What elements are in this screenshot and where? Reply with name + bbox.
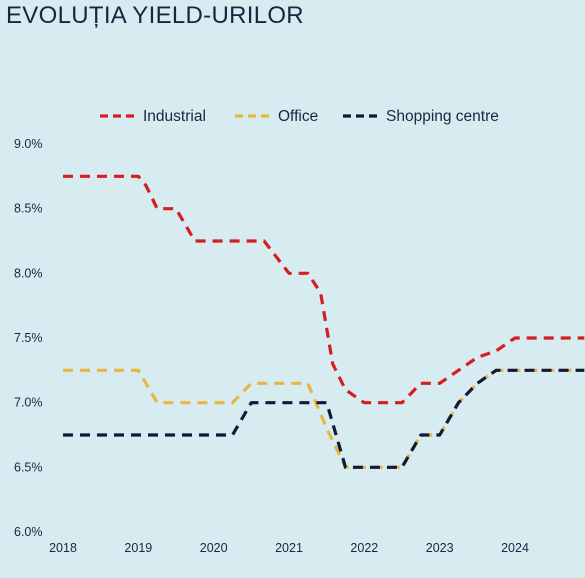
x-tick-label: 2024	[501, 541, 529, 555]
series-line-industrial	[63, 174, 585, 405]
x-tick-label: 2020	[200, 541, 228, 555]
series-line-shopping-centre	[63, 368, 585, 469]
y-tick-label: 6.5%	[14, 460, 43, 474]
y-tick-label: 7.5%	[14, 331, 43, 345]
legend-label-shopping-centre: Shopping centre	[386, 108, 499, 125]
x-tick-label: 2018	[49, 541, 77, 555]
x-tick-label: 2021	[275, 541, 303, 555]
x-tick-label: 2019	[124, 541, 152, 555]
x-tick-label: 2023	[426, 541, 454, 555]
y-axis-ticks: 9.0% 8.5% 8.0% 7.5% 7.0% 6.5% 6.0%	[14, 137, 43, 539]
x-tick-label: 2022	[350, 541, 378, 555]
series-line-office	[63, 368, 585, 469]
x-axis-ticks: 2018 2019 2020 2021 2022 2023 2024	[49, 541, 529, 555]
legend-label-office: Office	[278, 108, 318, 125]
chart-title: EVOLUȚIA YIELD-URILOR	[6, 2, 304, 29]
y-tick-label: 8.0%	[14, 266, 43, 280]
y-tick-label: 6.0%	[14, 525, 43, 539]
series-lines	[63, 174, 585, 469]
y-tick-label: 9.0%	[14, 137, 43, 151]
legend-label-industrial: Industrial	[143, 108, 206, 125]
y-tick-label: 7.0%	[14, 396, 43, 410]
legend: Industrial Office Shopping centre	[100, 108, 499, 125]
y-tick-label: 8.5%	[14, 202, 43, 216]
